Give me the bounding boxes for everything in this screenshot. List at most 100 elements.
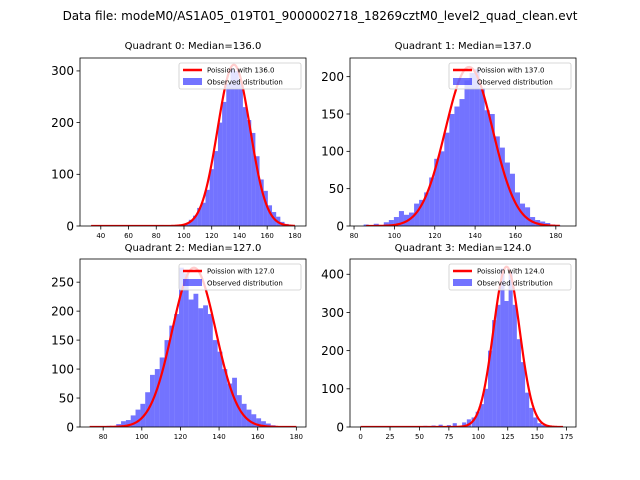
histogram-bar [135,409,141,427]
histogram-bar [193,293,199,427]
histogram-bar [230,68,235,226]
legend-observed-swatch [183,279,202,286]
histogram-bar [213,151,218,226]
quadrant-2-legend: Poission with 127.0 Observed distributio… [178,263,302,291]
histogram-bar [251,132,256,226]
x-tick-label: 75 [444,433,453,441]
histogram-bar [439,151,445,226]
histogram-bar [130,415,136,427]
histogram-bar [429,177,435,226]
quadrant-2-title: Quadrant 2: Median=127.0 [125,243,262,254]
histogram-bar [203,305,208,427]
quadrant-2-panel: Quadrant 2: Median=127.0 0 50 100 150 200 250… [51,243,307,441]
histogram-bar [159,357,165,427]
histogram-bar [383,222,389,226]
y-tick-label: 100 [51,168,74,182]
figure-title: Data file: modeM0/AS1A05_019T01_90000027… [63,9,578,23]
legend-box [448,263,572,291]
x-tick-label: 180 [288,232,301,240]
histogram-bar [525,392,530,427]
histogram-bar [452,423,457,427]
x-tick-label: 180 [549,232,562,240]
quadrant-0-legend: Poission with 136.0 Observed distributio… [178,62,302,90]
histogram-bar [504,301,509,427]
histogram-bar [444,132,450,226]
quadrant-3-panel: Quadrant 3: Median=124.0 0 100 200 300 400 0 2… [321,243,577,441]
legend-observed-label: Observed distribution [477,280,553,288]
y-tick-label: 150 [51,333,74,347]
histogram-bar [188,299,194,427]
histogram-bar [438,424,443,427]
histogram-bar [484,110,490,226]
x-tick-label: 80 [99,433,108,441]
y-tick-label: 300 [51,64,74,78]
poisson-curve [90,63,296,226]
quadrant-2-plot: 0 50 100 150 200 250 80 100 120 140 160 180 [51,258,307,441]
y-tick-label: 0 [66,219,74,233]
histogram-bar [475,411,480,427]
x-tick-label: 140 [468,232,481,240]
x-tick-label: 175 [560,433,573,441]
histogram-bar [256,418,262,427]
histogram-bar [514,192,520,226]
y-tick-label: 0 [336,219,344,233]
histogram-bar [529,407,534,427]
histogram-bar [489,114,495,226]
histogram-bar [509,173,515,226]
histogram-bar [193,215,198,226]
x-tick-label: 100 [388,232,401,240]
x-tick-label: 125 [501,433,514,441]
y-tick-label: 300 [321,306,344,320]
quadrant-3-title: Quadrant 3: Median=124.0 [395,243,532,254]
y-tick-label: 50 [329,182,344,196]
histogram-bar [197,207,202,226]
y-tick-label: 200 [321,70,344,84]
x-tick-label: 40 [96,232,105,240]
histogram-bar [222,369,228,427]
histogram-bar [121,421,126,427]
y-tick-label: 50 [59,391,74,405]
legend-poisson-label: Poission with 124.0 [477,268,545,276]
histogram-bar [259,179,264,226]
histogram-bar [234,70,239,226]
y-tick-label: 100 [321,382,344,396]
histogram-bar [261,421,266,427]
quadrant-1-legend: Poission with 137.0 Observed distributio… [448,62,572,90]
x-tick-label: 50 [415,433,424,441]
quadrant-0-panel: Quadrant 0: Median=136.0 0 100 200 300 40 60 8… [51,41,307,240]
x-tick-label: 160 [251,433,264,441]
quadrant-3-legend: Poission with 124.0 Observed distributio… [448,263,572,291]
x-tick-label: 60 [124,232,133,240]
histogram-bar [512,304,517,427]
histogram-bar [499,147,505,226]
x-tick-label: 140 [233,232,246,240]
y-tick-label: 400 [321,268,344,282]
axes-frame [349,258,577,428]
x-tick-label: 120 [174,433,187,441]
x-tick-label: 0 [358,433,362,441]
axes-frame [79,258,307,428]
histogram-bar [462,422,467,427]
y-tick-label: 0 [336,420,344,434]
histogram-bar [265,423,271,427]
histogram-bar [479,404,484,427]
y-tick-label: 150 [321,107,344,121]
x-tick-label: 120 [205,232,218,240]
y-tick-label: 200 [321,344,344,358]
histogram-bar [125,420,131,427]
histogram-bar [207,314,213,427]
histogram-bar [449,114,455,226]
histogram-bar [205,189,210,226]
histogram-bar [419,199,425,226]
y-tick-label: 250 [51,275,74,289]
x-tick-label: 180 [290,433,303,441]
quadrant-3-plot: 0 100 200 300 400 0 25 50 75 100 125 150 175 [321,258,577,441]
quadrant-1-title: Quadrant 1: Median=137.0 [395,41,532,52]
histogram-bar [236,395,242,427]
y-tick-label: 0 [66,420,74,434]
histogram-bar [267,205,273,226]
legend-observed-label: Observed distribution [207,280,283,288]
histogram-bar [516,339,521,427]
histogram-bar [183,273,189,427]
histogram-bar [520,362,526,427]
